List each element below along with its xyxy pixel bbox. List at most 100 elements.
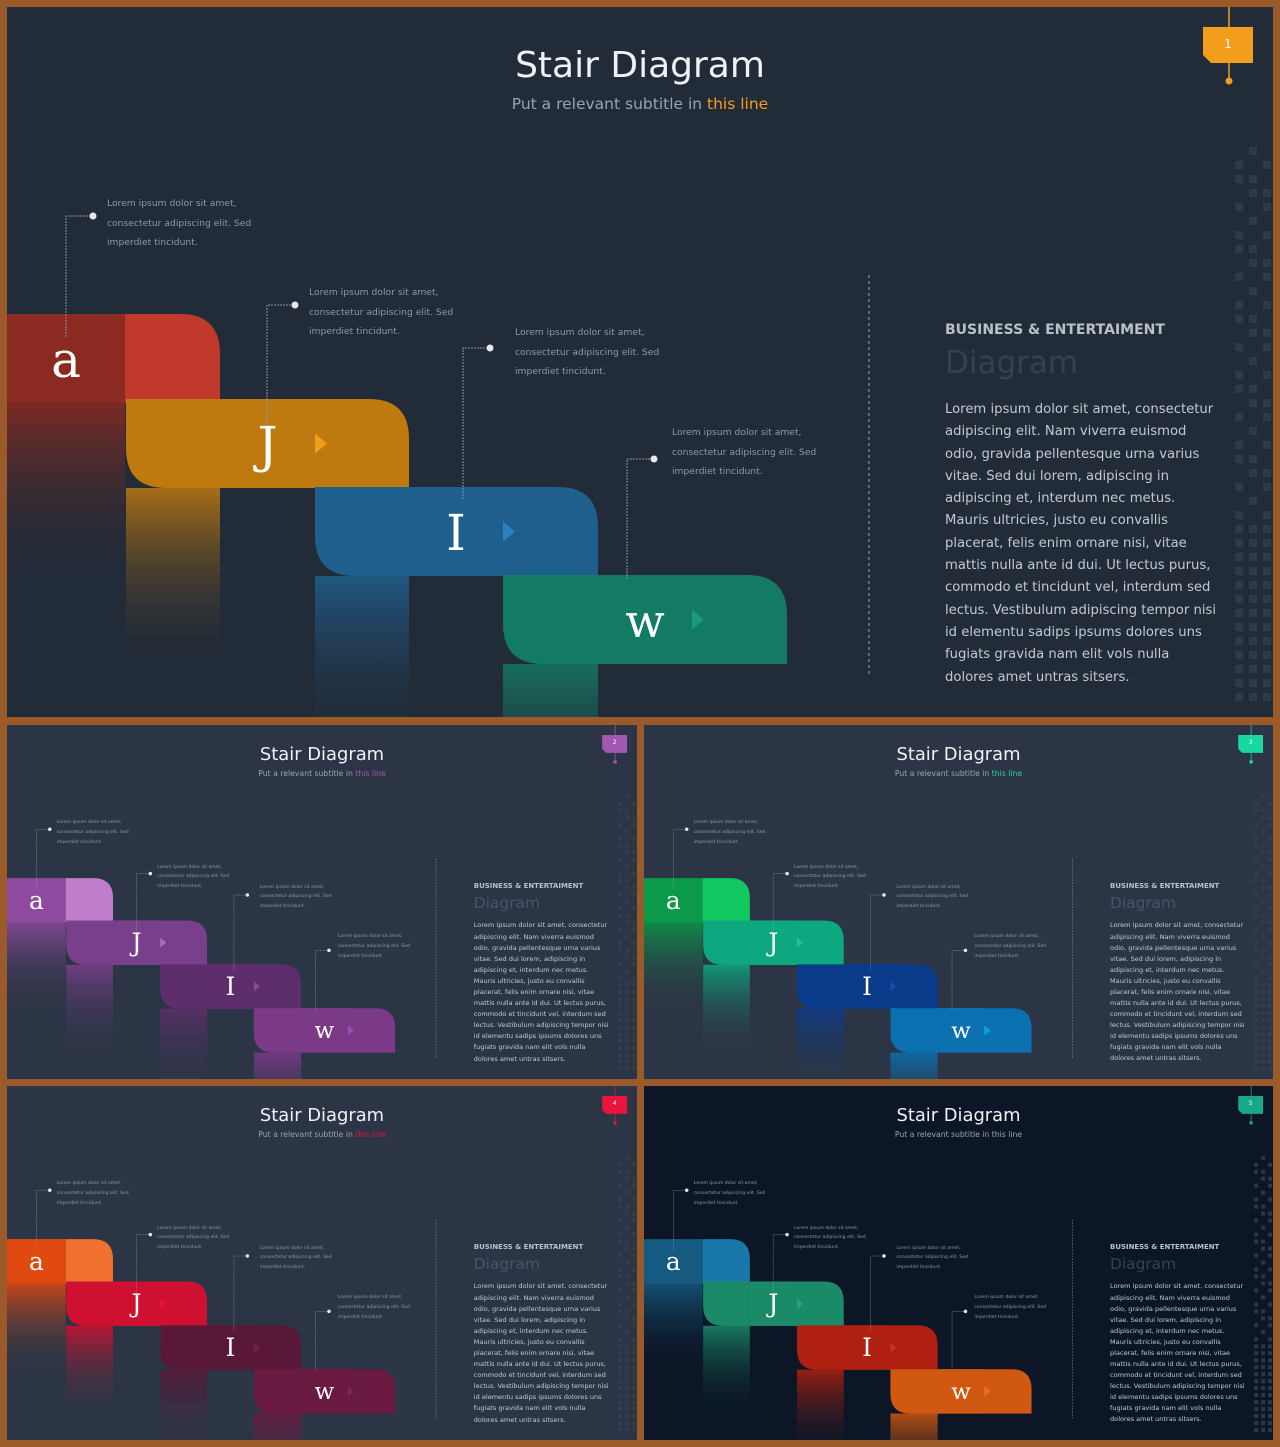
step-reflection-3 <box>797 1369 844 1440</box>
step-letter-1: a <box>665 886 681 916</box>
callout-leader-1 <box>65 212 97 337</box>
callout-leader-3 <box>870 893 886 971</box>
callout-text-3: Lorem ipsum dolor sit amet, consectetur … <box>259 1245 332 1270</box>
stair-diagram-graphic <box>644 1086 1273 1440</box>
stair-step-4 <box>890 1369 1032 1414</box>
step-arrow-icon-4 <box>347 1025 354 1036</box>
step-reflection-1 <box>7 922 66 1013</box>
step-arrow-icon-3 <box>890 1342 897 1353</box>
callout-leader-2 <box>266 301 299 427</box>
stair-step-3 <box>315 487 598 576</box>
step-letter-4: w <box>625 594 665 648</box>
page-number-badge <box>602 725 628 764</box>
stair-diagram-graphic <box>7 7 1271 717</box>
slide-3: Stair Diagram Put a relevant subtitle in … <box>644 725 1273 1079</box>
page-number-badge <box>602 1086 628 1125</box>
callout-text-2: Lorem ipsum dolor sit amet, consectetur … <box>157 1225 230 1251</box>
step-reflection-4 <box>503 664 598 717</box>
callout-leader-2 <box>772 1232 789 1296</box>
slide-subtitle: Put a relevant subtitle in this line <box>7 1130 637 1139</box>
step-letter-3: I <box>862 972 872 1002</box>
callout-leader-3 <box>462 344 494 499</box>
step-reflection-1 <box>7 1283 66 1374</box>
step-letter-2: J <box>131 928 142 958</box>
page-number-label: 4 <box>612 1099 617 1107</box>
dot-pattern-decoration <box>1254 1155 1273 1433</box>
callout-text-1: Lorem ipsum dolor sit amet, consectetur … <box>693 820 766 845</box>
page-number-label: 3 <box>1248 738 1253 746</box>
stair-step-4 <box>503 575 787 664</box>
slide-title: Stair Diagram <box>259 1104 385 1126</box>
step-letter-2: J <box>131 1289 142 1319</box>
step-letter-2: J <box>768 928 779 958</box>
callout-text-2: Lorem ipsum dolor sit amet, consectetur … <box>157 864 230 890</box>
step-letter-4: w <box>314 1018 335 1045</box>
step-arrow-icon-3 <box>890 981 897 992</box>
step-arrow-icon-2 <box>160 1298 167 1309</box>
stair-step-2 <box>703 920 844 965</box>
step-reflection-2 <box>66 964 113 1055</box>
subtitle-text: Put a relevant subtitle in <box>258 1129 356 1139</box>
slide-2: Stair Diagram Put a relevant subtitle in … <box>7 725 637 1079</box>
callout-text-3: Lorem ipsum dolor sit amet, consectetur … <box>515 327 660 377</box>
callout-leader-4 <box>315 948 331 1011</box>
callout-leader-1 <box>36 1188 52 1251</box>
step-arrow-icon-2 <box>797 937 803 948</box>
stair-step-4 <box>253 1008 396 1053</box>
callout-text-4: Lorem ipsum dolor sit amet, consectetur … <box>672 427 817 477</box>
right-subheading: Diagram <box>473 1254 540 1273</box>
stair-step-1 <box>7 878 113 923</box>
step-letter-1: a <box>51 331 81 389</box>
step-letter-1: a <box>28 1247 44 1277</box>
page-number-badge <box>1238 725 1264 764</box>
callout-text-4: Lorem ipsum dolor sit amet, consectetur … <box>337 934 410 959</box>
subtitle-text: Put a relevant subtitle in <box>511 95 708 113</box>
step-reflection-4 <box>253 1413 302 1440</box>
callout-text-2: Lorem ipsum dolor sit amet, consectetur … <box>309 287 454 337</box>
page-number-label: 1 <box>1224 37 1232 51</box>
dot-pattern-decoration <box>1254 794 1273 1072</box>
step-letter-2: J <box>768 1289 779 1319</box>
right-body-text: Lorem ipsum dolor sit amet, consectetur … <box>1110 1282 1245 1424</box>
callout-leader-1 <box>673 827 689 890</box>
callout-leader-4 <box>951 948 968 1011</box>
step-arrow-icon-2 <box>797 1298 803 1309</box>
subtitle-text: Put a relevant subtitle in <box>258 768 356 778</box>
callout-text-3: Lorem ipsum dolor sit amet, consectetur … <box>896 1245 969 1270</box>
stair-step-3 <box>797 1325 938 1370</box>
slide-5: Stair Diagram Put a relevant subtitle in … <box>644 1086 1273 1440</box>
step-letter-4: w <box>951 1379 971 1406</box>
step-reflection-2 <box>703 964 750 1055</box>
callout-leader-4 <box>951 1309 968 1372</box>
slide-subtitle: Put a relevant subtitle in this line <box>644 769 1273 778</box>
step-reflection-3 <box>315 576 409 717</box>
step-arrow-icon-3 <box>503 521 515 542</box>
subtitle-highlight: this line <box>355 768 386 778</box>
right-subheading: Diagram <box>473 893 540 912</box>
callout-text-3: Lorem ipsum dolor sit amet, consectetur … <box>259 884 332 909</box>
stair-step-4 <box>890 1008 1032 1053</box>
step-reflection-2 <box>66 1325 113 1416</box>
right-heading: BUSINESS & ENTERTAIMENT <box>945 322 1165 338</box>
slide-subtitle: Put a relevant subtitle in this line <box>644 1130 1273 1139</box>
slide-subtitle: Put a relevant subtitle in this line <box>7 95 1273 113</box>
step-arrow-icon-4 <box>347 1386 354 1397</box>
callout-text-1: Lorem ipsum dolor sit amet, consectetur … <box>56 1181 129 1206</box>
right-heading: BUSINESS & ENTERTAIMENT <box>473 882 584 891</box>
step-letter-1: a <box>28 886 44 916</box>
subtitle-text: Put a relevant subtitle in this line <box>894 1129 1023 1139</box>
right-body-text: Lorem ipsum dolor sit amet, consectetur … <box>473 1282 609 1424</box>
right-subheading: Diagram <box>1110 1254 1177 1273</box>
step-letter-3: I <box>225 1333 236 1363</box>
right-subheading: Diagram <box>1110 893 1177 912</box>
callout-leader-4 <box>626 455 658 579</box>
step-reflection-4 <box>890 1052 938 1079</box>
step-reflection-2 <box>703 1325 750 1416</box>
callout-leader-3 <box>233 893 250 971</box>
slide-subtitle: Put a relevant subtitle in this line <box>7 769 637 778</box>
callout-text-1: Lorem ipsum dolor sit amet, consectetur … <box>107 198 252 248</box>
step-letter-3: I <box>862 1333 872 1363</box>
callout-leader-1 <box>36 827 52 890</box>
right-heading: BUSINESS & ENTERTAIMENT <box>1110 1243 1220 1252</box>
dot-pattern-decoration <box>1235 147 1271 701</box>
